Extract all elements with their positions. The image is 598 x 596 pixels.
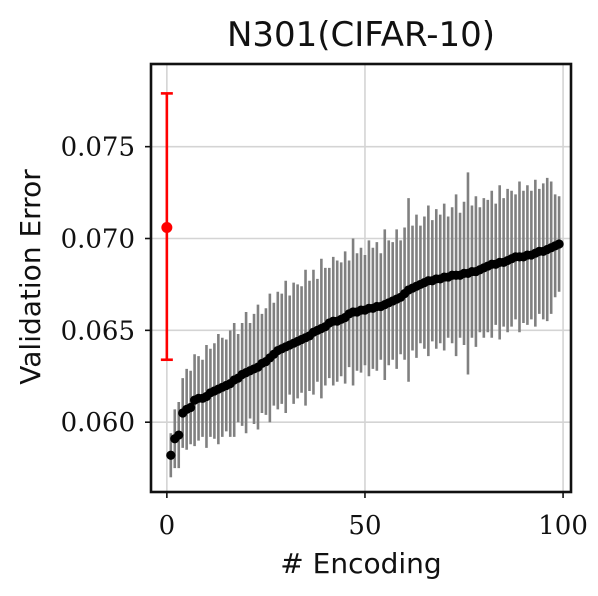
- baseline-point: [161, 221, 173, 233]
- x-axis-label: # Encoding: [280, 547, 441, 580]
- y-tick-label: 0.060: [61, 408, 135, 438]
- plot-frame: [149, 62, 573, 494]
- plot-area: 0 50 100 0.060 0.065 0.070 0.075: [61, 62, 588, 541]
- y-axis-label: Validation Error: [14, 169, 47, 385]
- y-tick-label: 0.070: [61, 225, 135, 255]
- chart-title: N301(CIFAR-10): [227, 15, 495, 55]
- data-point: [554, 239, 564, 249]
- x-tick-label: 100: [538, 511, 588, 541]
- x-tick-label: 0: [159, 511, 176, 541]
- data-point: [186, 402, 196, 413]
- data-point: [174, 430, 184, 440]
- x-tick-label: 50: [348, 511, 381, 541]
- y-tick-label: 0.065: [61, 316, 135, 346]
- y-tick-label: 0.075: [61, 133, 135, 163]
- data-point: [166, 450, 176, 460]
